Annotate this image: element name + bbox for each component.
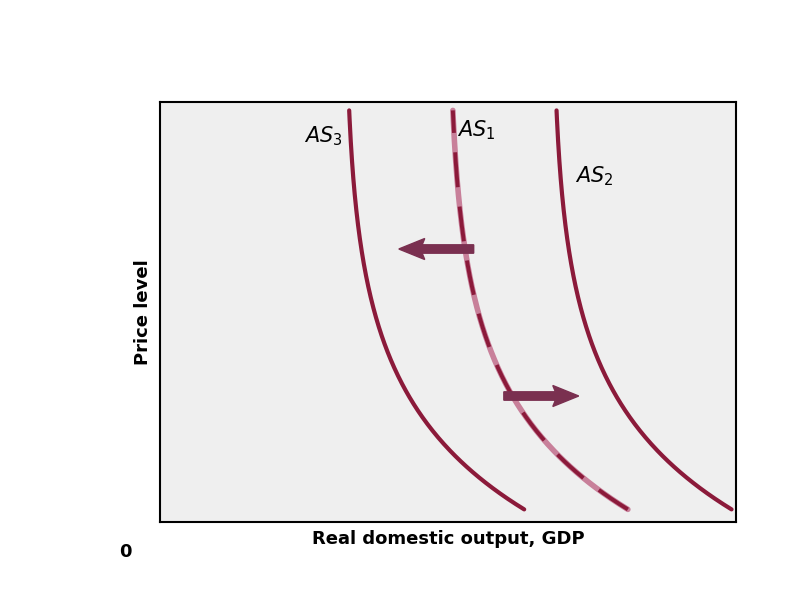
Text: 0: 0 bbox=[118, 543, 131, 561]
X-axis label: Real domestic output, GDP: Real domestic output, GDP bbox=[312, 530, 584, 548]
Text: 29-14: 29-14 bbox=[730, 574, 788, 592]
Text: LO2: LO2 bbox=[12, 574, 50, 592]
Text: $AS_1$: $AS_1$ bbox=[458, 118, 496, 142]
FancyArrow shape bbox=[399, 238, 474, 259]
Text: $AS_2$: $AS_2$ bbox=[575, 164, 614, 188]
FancyArrow shape bbox=[504, 385, 578, 407]
Text: Changes in Aggregate Supply: Changes in Aggregate Supply bbox=[87, 17, 713, 53]
Text: $AS_3$: $AS_3$ bbox=[304, 125, 342, 148]
Y-axis label: Price level: Price level bbox=[134, 259, 152, 365]
